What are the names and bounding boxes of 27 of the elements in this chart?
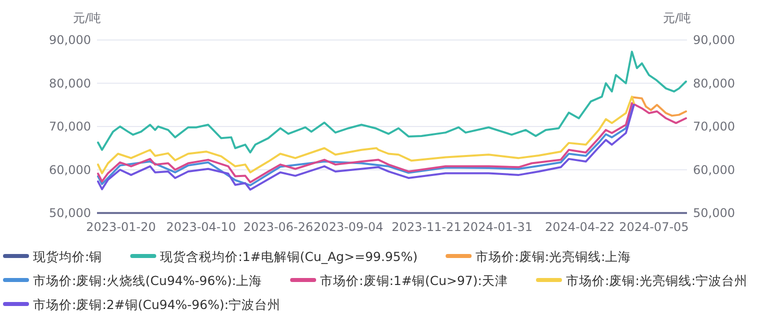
y2-tick-label: 50,000	[693, 206, 735, 220]
legend-label: 市场价:废铜:光亮铜线:宁波台州	[566, 273, 748, 288]
x-tick-label: 2023-06-26	[243, 220, 314, 234]
x-tick-label: 2024-04-22	[544, 220, 615, 234]
legend-label: 市场价:废铜:1#铜(Cu>97):天津	[320, 273, 508, 288]
y2-tick-label: 70,000	[693, 120, 735, 134]
legend-label: 市场价:废铜:2#铜(Cu94%-96%):宁波台州	[33, 297, 281, 312]
y2-tick-label: 90,000	[693, 33, 735, 47]
y-tick-label: 80,000	[49, 76, 91, 90]
y2-tick-label: 80,000	[693, 76, 735, 90]
legend-label: 现货均价:铜	[33, 249, 102, 264]
legend-label: 现货含税均价:1#电解铜(Cu_Ag>=99.95%)	[160, 249, 418, 264]
y-tick-label: 70,000	[49, 120, 91, 134]
y2-axis-title: 元/吨	[662, 11, 692, 25]
x-tick-label: 2023-09-04	[314, 220, 384, 234]
y2-tick-label: 60,000	[693, 162, 735, 177]
x-tick-label: 2023-04-10	[166, 220, 236, 234]
x-tick-label: 2024-01-31	[462, 220, 533, 234]
legend-label: 市场价:废铜:火烧线(Cu94%-96%):上海	[33, 273, 262, 288]
y-tick-label: 90,000	[49, 33, 91, 47]
y-tick-label: 50,000	[49, 206, 91, 220]
legend-label: 市场价:废铜:光亮铜线:上海	[476, 249, 632, 264]
y-axis-title: 元/吨	[72, 11, 102, 25]
y-tick-label: 60,000	[49, 162, 91, 177]
x-tick-label: 2023-01-20	[86, 220, 156, 234]
x-tick-label: 2023-11-21	[392, 220, 462, 234]
x-tick-label: 2024-07-05	[619, 220, 689, 234]
